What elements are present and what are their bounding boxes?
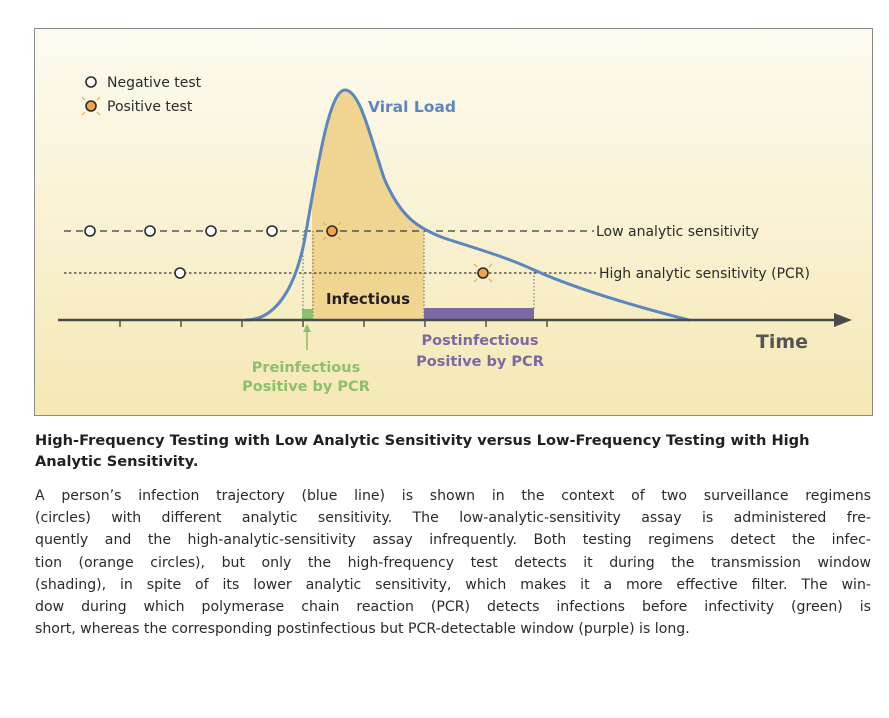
panel-background [34, 28, 873, 416]
caption-title: High-Frequency Testing with Low Analytic… [35, 430, 870, 472]
caption-body-line: A person’s infection trajectory (blue li… [35, 488, 871, 504]
caption-body-line: (shading), in spite of its lower analyti… [35, 576, 871, 593]
infection-diagram: Negative test Positive test Viral Load L… [34, 28, 873, 416]
legend-positive-label: Positive test [107, 99, 193, 115]
positive-test-rays [473, 263, 493, 283]
positive-test-rays [322, 221, 342, 241]
caption-body-line: tion (orange circles), but only the high… [35, 554, 871, 571]
high-sensitivity-positive [473, 263, 493, 283]
postinfectious-label-line1: Postinfectious [422, 333, 539, 349]
viral-load-label: Viral Load [368, 98, 456, 116]
postinfectious-label-line2: Positive by PCR [416, 354, 544, 370]
caption-title-line: High-Frequency Testing with Low Analytic… [35, 432, 810, 449]
postinfectious-pcr-bar [424, 308, 534, 319]
high-sensitivity-label: High analytic sensitivity (PCR) [599, 266, 810, 282]
time-axis-ticks [119, 320, 548, 327]
preinfectious-pcr-bar [302, 309, 313, 319]
caption-body-line: dow during which polymerase chain reacti… [35, 599, 871, 616]
infectious-label: Infectious [326, 290, 410, 308]
preinfectious-label-line2: Positive by PCR [242, 379, 370, 395]
positive-test-marker [477, 267, 489, 279]
window-dotted-lines [302, 231, 535, 320]
legend-positive-marker [85, 100, 97, 112]
time-axis-arrowhead [834, 313, 852, 327]
negative-test-marker [205, 225, 217, 237]
preinfectious-arrow [303, 324, 311, 350]
legend-negative-marker [85, 76, 97, 88]
negative-test-marker [144, 225, 156, 237]
low-sensitivity-label: Low analytic sensitivity [596, 224, 759, 240]
caption-body-line: short, whereas the corresponding postinf… [35, 621, 690, 638]
caption-body: A person’s infection trajectory (blue li… [35, 485, 871, 640]
negative-test-marker [174, 267, 186, 279]
caption-title-line: Analytic Sensitivity. [35, 453, 199, 470]
legend: Negative test Positive test [81, 75, 202, 116]
infectious-region [312, 90, 424, 320]
legend-positive-rays [81, 96, 101, 116]
positive-test-marker [326, 225, 338, 237]
caption-body-line: quently and the high-analytic-sensitivit… [35, 532, 871, 549]
viral-load-curve [244, 88, 691, 322]
low-sensitivity-tests [84, 225, 278, 237]
time-axis-label: Time [756, 331, 808, 353]
figure-panel: Negative test Positive test Viral Load L… [34, 28, 873, 416]
legend-negative-label: Negative test [107, 75, 202, 91]
negative-test-marker [266, 225, 278, 237]
negative-test-marker [84, 225, 96, 237]
caption-body-line: (circles) with different analytic sensit… [35, 510, 871, 527]
preinfectious-label-line1: Preinfectious [252, 360, 360, 376]
low-sensitivity-positive [322, 221, 342, 241]
